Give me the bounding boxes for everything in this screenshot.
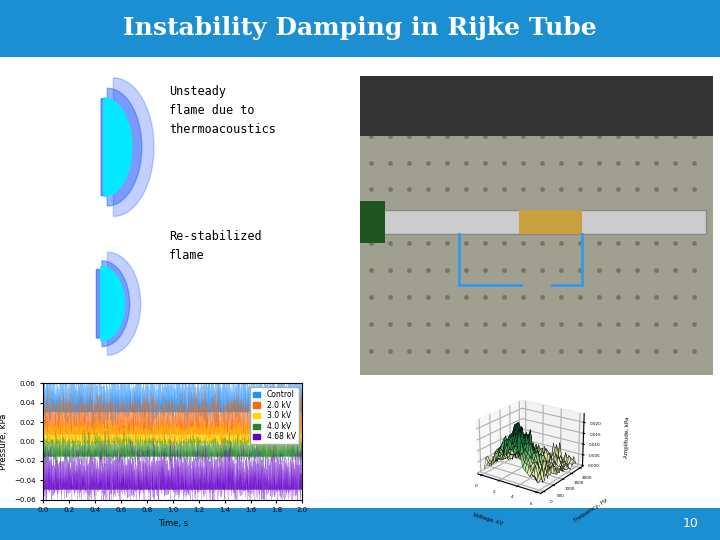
Text: Re-stabilized
flame: Re-stabilized flame bbox=[169, 230, 262, 262]
Polygon shape bbox=[107, 88, 142, 206]
Bar bbox=[360, 201, 384, 244]
Text: Unsteady
flame due to
thermoacoustics: Unsteady flame due to thermoacoustics bbox=[169, 85, 276, 136]
Y-axis label: Pressure, kPa: Pressure, kPa bbox=[0, 413, 9, 470]
Polygon shape bbox=[113, 78, 154, 217]
Bar bbox=[360, 76, 713, 136]
X-axis label: Time, s: Time, s bbox=[158, 519, 188, 528]
Bar bbox=[0, 0, 720, 57]
Y-axis label: Frequency, Hz: Frequency, Hz bbox=[573, 497, 608, 523]
Text: Instability Damping in Rijke Tube: Instability Damping in Rijke Tube bbox=[123, 16, 597, 40]
Legend: Control, 2.0 kV, 3.0 kV, 4.0 kV, 4.68 kV: Control, 2.0 kV, 3.0 kV, 4.0 kV, 4.68 kV bbox=[250, 387, 299, 444]
Bar bbox=[518, 211, 582, 234]
Bar bbox=[367, 211, 706, 234]
Polygon shape bbox=[104, 98, 132, 197]
Polygon shape bbox=[101, 267, 125, 341]
Text: 10: 10 bbox=[683, 517, 698, 530]
Polygon shape bbox=[102, 99, 130, 195]
X-axis label: Voltage, kV: Voltage, kV bbox=[472, 512, 503, 526]
Text: High Voltage: High Voltage bbox=[474, 395, 585, 409]
Polygon shape bbox=[102, 261, 130, 347]
Polygon shape bbox=[107, 252, 140, 355]
Bar bbox=[0, 508, 720, 540]
Polygon shape bbox=[96, 269, 119, 338]
